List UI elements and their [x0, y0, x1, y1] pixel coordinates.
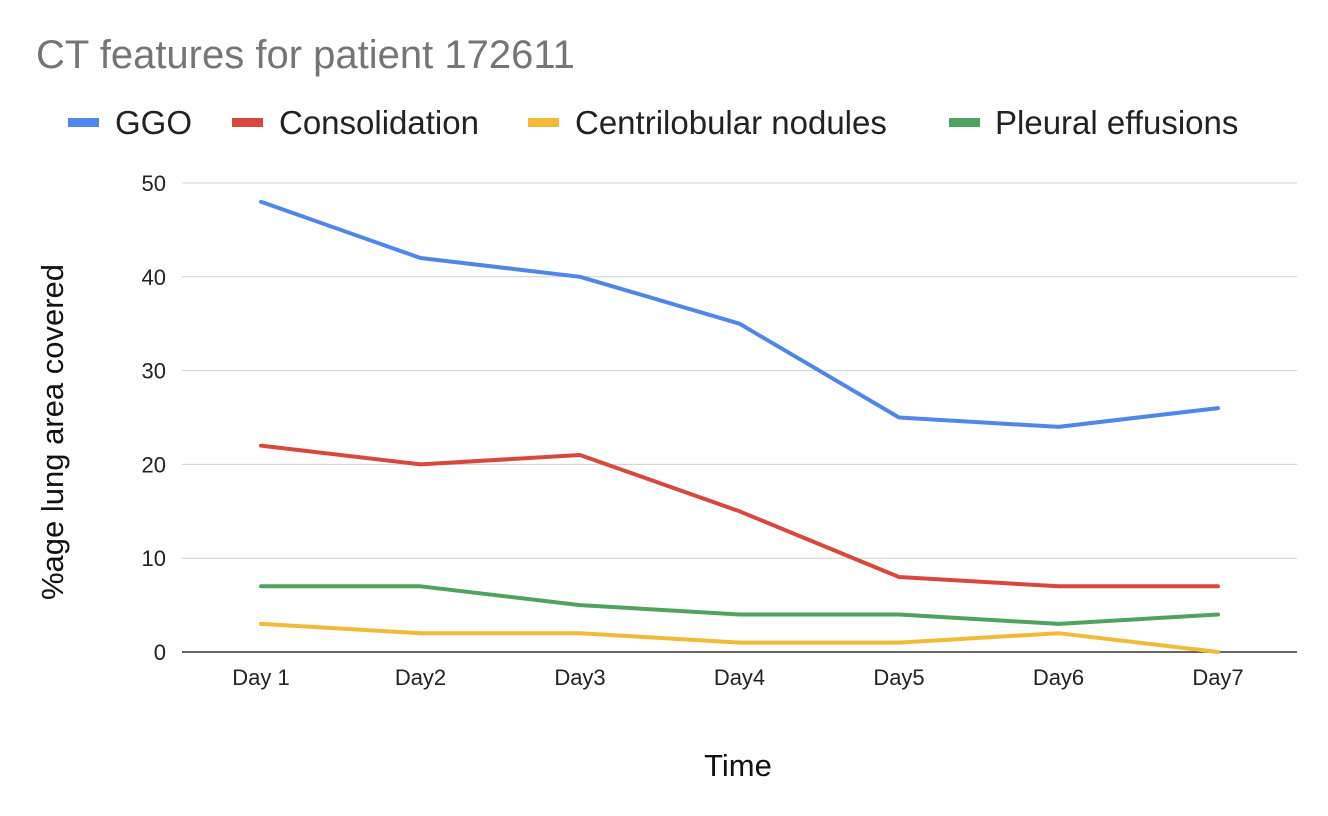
legend-label-consolidation: Consolidation: [279, 104, 479, 141]
y-tick-label-0: 0: [154, 640, 166, 665]
x-tick-label-day7: Day7: [1192, 665, 1243, 690]
series-lines: [259, 199, 1220, 654]
legend-swatch-consolidation: [232, 118, 263, 127]
legend-label-ggo: GGO: [115, 104, 192, 141]
series-line-consolidation: [259, 443, 1220, 589]
y-tick-label-10: 10: [142, 546, 166, 571]
legend-swatch-ggo: [68, 118, 99, 127]
legend-label-pleural-effusions: Pleural effusions: [995, 104, 1238, 141]
y-tick-label-50: 50: [142, 171, 166, 196]
gridlines: [182, 182, 1297, 653]
x-tick-label-day2: Day2: [395, 665, 446, 690]
chart-title: CT features for patient 172611: [36, 33, 575, 77]
x-tick-label-day5: Day5: [873, 665, 924, 690]
series-line-pleural-effusions: [259, 584, 1220, 626]
x-tick-label-day3: Day3: [554, 665, 605, 690]
series-line-centrilobular-nodules: [259, 621, 1220, 654]
series-line-ggo: [259, 199, 1220, 429]
x-axis-ticks: Day 1 Day2 Day3 Day4 Day5 Day6 Day7: [232, 665, 1243, 690]
x-axis-title: Time: [704, 748, 772, 783]
x-tick-label-day-1: Day 1: [232, 665, 289, 690]
y-axis-ticks: 0 10 20 30 40 50: [142, 171, 166, 665]
y-tick-label-40: 40: [142, 265, 166, 290]
legend-swatch-pleural-effusions: [949, 118, 980, 127]
y-tick-label-30: 30: [142, 359, 166, 384]
x-tick-label-day6: Day6: [1033, 665, 1084, 690]
legend-swatch-centrilobular-nodules: [528, 118, 559, 127]
y-tick-label-20: 20: [142, 452, 166, 477]
legend: GGO Consolidation Centrilobular nodules …: [68, 104, 1238, 141]
legend-label-centrilobular-nodules: Centrilobular nodules: [575, 104, 887, 141]
x-tick-label-day4: Day4: [714, 665, 765, 690]
y-axis-title: %age lung area covered: [35, 264, 70, 600]
